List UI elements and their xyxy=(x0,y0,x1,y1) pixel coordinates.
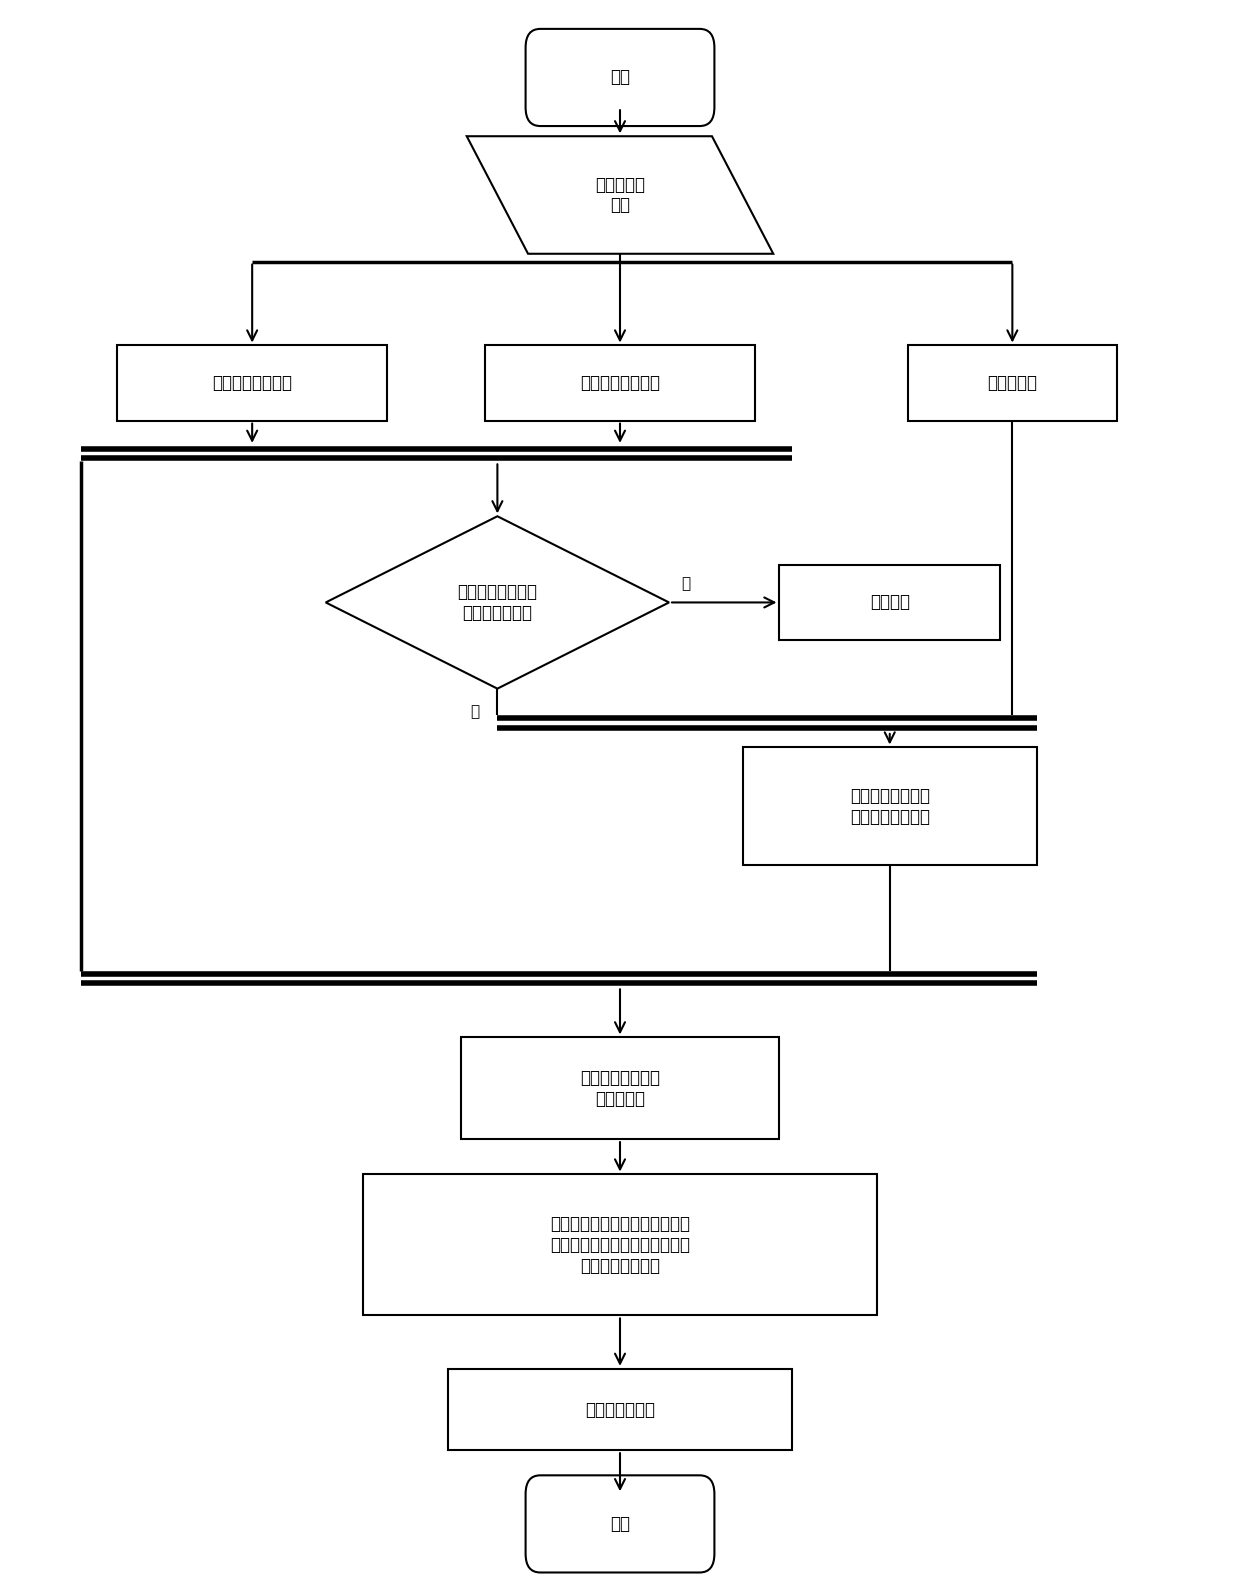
Bar xyxy=(485,345,755,421)
Text: 形成梁跨定位线: 形成梁跨定位线 xyxy=(585,1401,655,1418)
Text: 开始: 开始 xyxy=(610,68,630,87)
Bar xyxy=(743,748,1037,865)
Text: 将点位数据中的，第一个点和第
二点连成线，第三个和第四个连
成线，以此类推。: 将点位数据中的，第一个点和第 二点连成线，第三个和第四个连 成线，以此类推。 xyxy=(551,1216,689,1274)
Polygon shape xyxy=(466,136,774,255)
Bar xyxy=(908,345,1116,421)
Text: 将表面依据到梁起
点的距离进行排序: 将表面依据到梁起 点的距离进行排序 xyxy=(849,787,930,825)
FancyBboxPatch shape xyxy=(526,28,714,126)
Text: 求得梁所在的直线: 求得梁所在的直线 xyxy=(212,375,293,392)
Bar xyxy=(780,564,1001,640)
Text: 否: 否 xyxy=(681,575,691,591)
Text: 将横截面与直线相
交得到点位: 将横截面与直线相 交得到点位 xyxy=(580,1069,660,1108)
Text: 删除表面: 删除表面 xyxy=(869,593,910,612)
Bar xyxy=(460,1037,780,1140)
Text: 结束: 结束 xyxy=(610,1515,630,1534)
Bar xyxy=(449,1369,791,1450)
Text: 是: 是 xyxy=(470,705,479,719)
Text: 表面是否与直线所
在方向向量垂直: 表面是否与直线所 在方向向量垂直 xyxy=(458,583,537,621)
Text: 求得梁起点: 求得梁起点 xyxy=(987,375,1038,392)
Bar xyxy=(362,1175,878,1315)
Bar xyxy=(118,345,387,421)
Text: 要布置钢筋
的梁: 要布置钢筋 的梁 xyxy=(595,175,645,215)
Text: 求得梁所有的表面: 求得梁所有的表面 xyxy=(580,375,660,392)
FancyBboxPatch shape xyxy=(526,1475,714,1573)
Polygon shape xyxy=(326,517,670,689)
